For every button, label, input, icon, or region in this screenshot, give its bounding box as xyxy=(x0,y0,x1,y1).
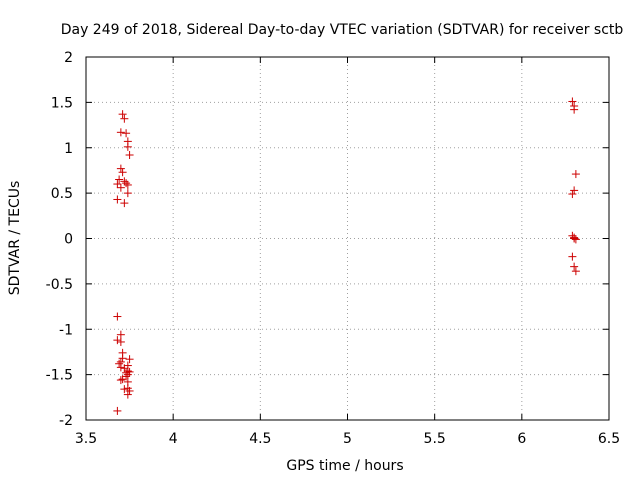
data-point xyxy=(123,390,132,399)
data-point xyxy=(115,359,124,368)
y-tick-label: 0.5 xyxy=(51,186,73,202)
data-point xyxy=(116,330,125,339)
x-tick-label: 3.5 xyxy=(75,431,97,447)
data-point xyxy=(116,337,125,346)
y-tick-label: 0 xyxy=(64,232,73,248)
data-point xyxy=(118,110,127,119)
data-point xyxy=(116,183,125,192)
x-tick-label: 4.5 xyxy=(249,431,271,447)
data-point xyxy=(118,375,127,384)
y-tick-label: -0.5 xyxy=(46,277,73,293)
data-point xyxy=(120,199,129,208)
data-point xyxy=(115,175,124,184)
data-point xyxy=(568,190,577,199)
data-point xyxy=(125,386,134,395)
data-point xyxy=(116,128,125,137)
y-tick-label: -1.5 xyxy=(46,368,73,384)
data-point xyxy=(125,151,134,160)
data-point xyxy=(120,114,129,123)
data-point xyxy=(113,312,122,321)
data-point xyxy=(123,189,132,198)
data-point xyxy=(113,195,122,204)
data-point xyxy=(571,170,580,179)
data-point xyxy=(123,142,132,151)
data-point xyxy=(123,180,132,189)
data-point xyxy=(122,129,131,138)
x-axis-label: GPS time / hours xyxy=(286,458,403,474)
y-tick-label: 2 xyxy=(64,50,73,66)
data-point xyxy=(116,164,125,173)
grid xyxy=(86,57,609,420)
data-point xyxy=(113,406,122,415)
data-point xyxy=(570,105,579,114)
data-point xyxy=(113,336,122,345)
y-tick-label: 1.5 xyxy=(51,95,73,111)
data-point xyxy=(568,252,577,261)
x-tick-label: 6.5 xyxy=(598,431,620,447)
data-point xyxy=(120,177,129,186)
data-point xyxy=(125,355,134,364)
data-point xyxy=(118,354,127,363)
x-tick-label: 6 xyxy=(517,431,526,447)
x-tick-label: 5 xyxy=(343,431,352,447)
data-point xyxy=(570,186,579,195)
y-tick-label: -1 xyxy=(59,322,73,338)
data-point xyxy=(122,179,131,188)
y-tick-label: 1 xyxy=(64,141,73,157)
data-point xyxy=(123,370,132,379)
y-tick-label: -2 xyxy=(59,413,73,429)
x-tick-label: 4 xyxy=(169,431,178,447)
data-point xyxy=(570,234,579,243)
x-tick-label: 5.5 xyxy=(424,431,446,447)
data-point xyxy=(113,180,122,189)
data-point xyxy=(571,235,580,244)
data-point xyxy=(568,97,577,106)
data-points xyxy=(113,97,580,415)
y-axis-label: SDTVAR / TECUs xyxy=(7,181,23,296)
axis-ticks: 3.5 4 4.5 5 5.5 6 6.5 -2 -1.5 -1 -0.5 0 0.5 1 1.5 2 xyxy=(46,50,620,447)
data-point xyxy=(116,363,125,372)
data-point xyxy=(120,385,129,394)
data-point xyxy=(570,262,579,271)
data-point xyxy=(571,267,580,276)
chart-title: Day 249 of 2018, Sidereal Day-to-day VTE… xyxy=(61,22,624,38)
data-point xyxy=(118,168,127,177)
data-point xyxy=(116,376,125,385)
